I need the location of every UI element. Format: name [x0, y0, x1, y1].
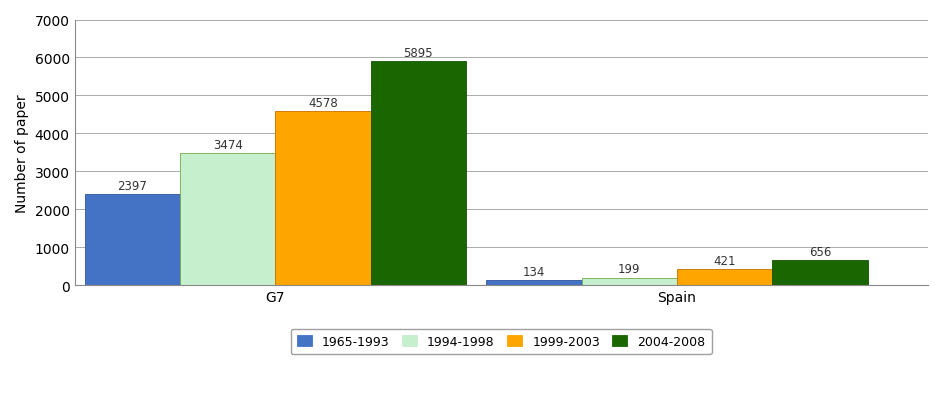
Text: 656: 656: [809, 245, 831, 258]
Bar: [275, 112, 371, 285]
Text: 421: 421: [714, 254, 736, 267]
Bar: [85, 195, 180, 285]
Text: 199: 199: [618, 263, 640, 276]
Bar: [582, 278, 677, 285]
Text: 3474: 3474: [213, 139, 242, 152]
Bar: [371, 62, 466, 285]
Bar: [677, 270, 772, 285]
Text: 134: 134: [522, 265, 545, 278]
Bar: [772, 261, 868, 285]
Text: 4578: 4578: [308, 97, 338, 110]
Legend: 1965-1993, 1994-1998, 1999-2003, 2004-2008: 1965-1993, 1994-1998, 1999-2003, 2004-20…: [290, 329, 712, 354]
Text: 5895: 5895: [404, 47, 433, 60]
Bar: [180, 154, 275, 285]
Bar: [487, 281, 582, 285]
Text: 2397: 2397: [117, 180, 147, 193]
Y-axis label: Number of paper: Number of paper: [15, 94, 29, 212]
